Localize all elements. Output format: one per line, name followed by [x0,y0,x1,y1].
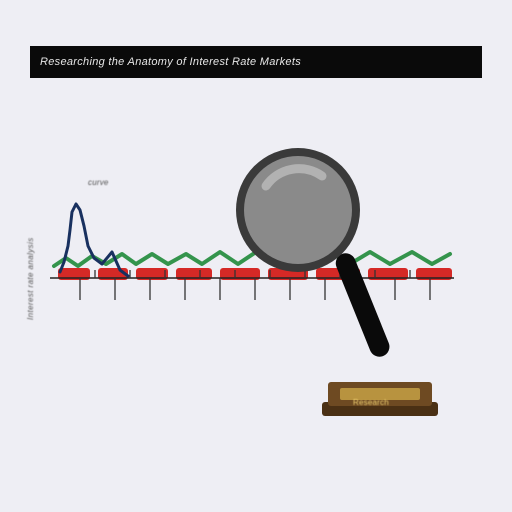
title-text: Researching the Anatomy of Interest Rate… [40,56,301,68]
y-axis-label: Interest rate analysis [26,237,35,320]
title-bar: Researching the Anatomy of Interest Rate… [30,46,482,78]
glass-label: inspect [304,178,331,187]
pedestal-label: Research [353,398,389,407]
series-label: curve [88,178,109,187]
interest-rate-chart [40,200,460,360]
